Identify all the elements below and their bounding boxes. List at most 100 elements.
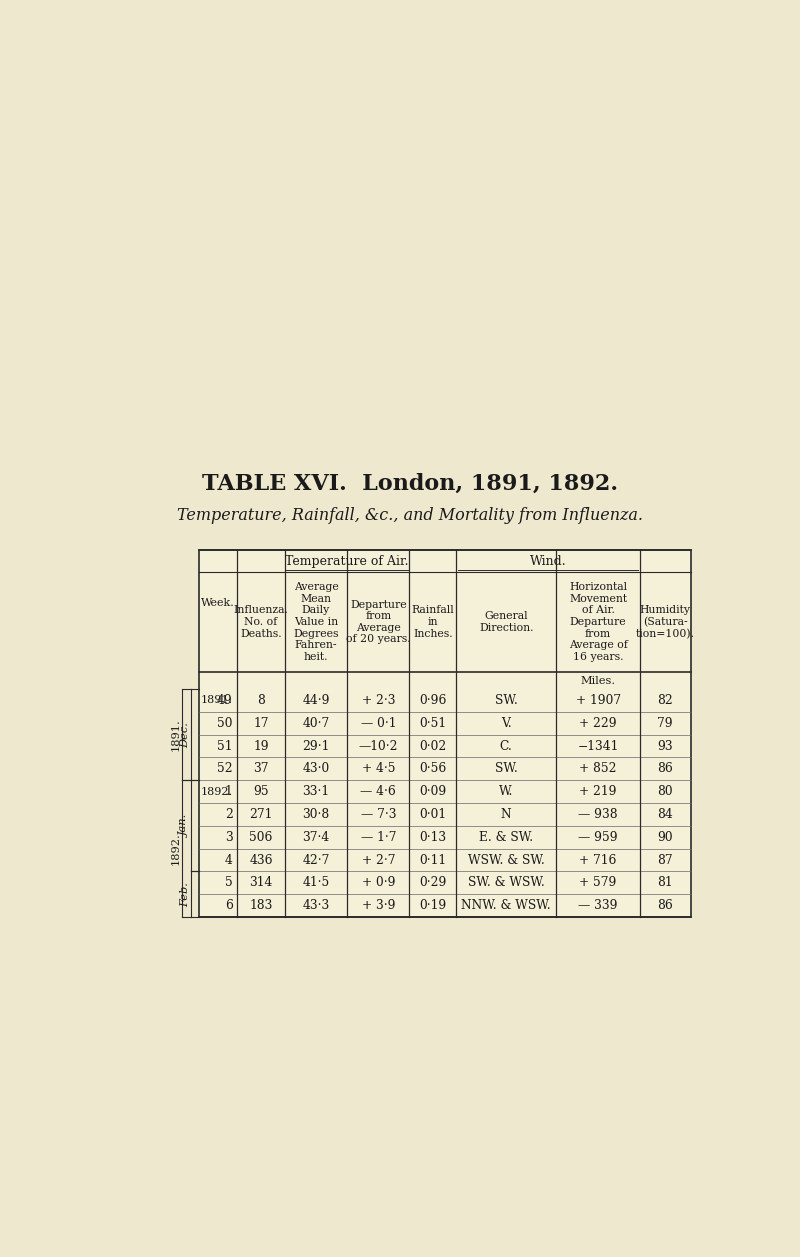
Text: + 229: + 229 — [579, 716, 617, 730]
Text: General
Direction.: General Direction. — [479, 611, 534, 632]
Text: TABLE XVI.  London, 1891, 1892.: TABLE XVI. London, 1891, 1892. — [202, 473, 618, 495]
Text: Jan.: Jan. — [180, 815, 190, 837]
Text: 1891.: 1891. — [171, 718, 181, 750]
Text: — 7·3: — 7·3 — [361, 808, 396, 821]
Text: 41·5: 41·5 — [302, 876, 330, 889]
Text: 43·3: 43·3 — [302, 899, 330, 913]
Bar — [199, 551, 690, 918]
Text: 183: 183 — [250, 899, 273, 913]
Text: Rainfall
in
Inches.: Rainfall in Inches. — [411, 606, 454, 639]
Text: Week.: Week. — [202, 598, 235, 608]
Text: 0·13: 0·13 — [419, 831, 446, 843]
Text: + 4·5: + 4·5 — [362, 762, 395, 776]
Text: —10·2: —10·2 — [358, 739, 398, 753]
Text: 436: 436 — [250, 854, 273, 866]
Text: + 2·3: + 2·3 — [362, 694, 395, 706]
Text: 95: 95 — [254, 786, 269, 798]
Text: 5: 5 — [225, 876, 233, 889]
Text: Average
Mean
Daily
Value in
Degrees
Fahren-
heit.: Average Mean Daily Value in Degrees Fahr… — [294, 582, 338, 662]
Text: 50: 50 — [217, 716, 233, 730]
Text: 37: 37 — [254, 762, 269, 776]
Text: 30·8: 30·8 — [302, 808, 330, 821]
Text: 42·7: 42·7 — [302, 854, 330, 866]
Text: 81: 81 — [658, 876, 673, 889]
Text: 87: 87 — [658, 854, 673, 866]
Text: 1891.: 1891. — [201, 695, 233, 705]
Text: 52: 52 — [217, 762, 233, 776]
Text: 84: 84 — [658, 808, 673, 821]
Text: + 852: + 852 — [579, 762, 617, 776]
Text: 86: 86 — [658, 899, 673, 913]
Text: 40·7: 40·7 — [302, 716, 330, 730]
Text: C.: C. — [500, 739, 513, 753]
Text: 1: 1 — [225, 786, 233, 798]
Text: 19: 19 — [254, 739, 269, 753]
Text: 0·29: 0·29 — [419, 876, 446, 889]
Text: 49: 49 — [217, 694, 233, 706]
Text: SW.: SW. — [494, 694, 518, 706]
Text: 79: 79 — [658, 716, 673, 730]
Text: WSW. & SW.: WSW. & SW. — [468, 854, 545, 866]
Text: SW.: SW. — [494, 762, 518, 776]
Text: 0·51: 0·51 — [419, 716, 446, 730]
Text: 80: 80 — [658, 786, 673, 798]
Text: + 219: + 219 — [579, 786, 617, 798]
Text: N: N — [501, 808, 511, 821]
Text: — 959: — 959 — [578, 831, 618, 843]
Text: 0·96: 0·96 — [419, 694, 446, 706]
Text: + 716: + 716 — [579, 854, 617, 866]
Text: Miles.: Miles. — [581, 675, 616, 685]
Text: 29·1: 29·1 — [302, 739, 330, 753]
Text: 1892.: 1892. — [171, 832, 181, 865]
Text: 506: 506 — [250, 831, 273, 843]
Text: — 1·7: — 1·7 — [361, 831, 396, 843]
Text: W.: W. — [499, 786, 514, 798]
Text: 0·19: 0·19 — [419, 899, 446, 913]
Text: Temperature, Rainfall, &c., and Mortality from Influenza.: Temperature, Rainfall, &c., and Mortalit… — [177, 508, 643, 524]
Text: Feb.: Feb. — [180, 881, 190, 906]
Text: + 0·9: + 0·9 — [362, 876, 395, 889]
Text: 37·4: 37·4 — [302, 831, 330, 843]
Text: Humidity
(Satura-
tion=100).: Humidity (Satura- tion=100). — [636, 605, 694, 639]
Text: 271: 271 — [250, 808, 273, 821]
Text: Influenza.
No. of
Deaths.: Influenza. No. of Deaths. — [234, 606, 289, 639]
Text: + 3·9: + 3·9 — [362, 899, 395, 913]
Text: 4: 4 — [225, 854, 233, 866]
Text: 0·11: 0·11 — [419, 854, 446, 866]
Text: Departure
from
Average
of 20 years.: Departure from Average of 20 years. — [346, 600, 410, 645]
Text: 90: 90 — [658, 831, 673, 843]
Text: — 4·6: — 4·6 — [361, 786, 396, 798]
Text: Horizontal
Movement
of Air.
Departure
from
Average of
16 years.: Horizontal Movement of Air. Departure fr… — [569, 582, 627, 662]
Text: — 0·1: — 0·1 — [361, 716, 396, 730]
Text: — 339: — 339 — [578, 899, 618, 913]
Text: Dec.: Dec. — [180, 722, 190, 748]
Text: V.: V. — [501, 716, 511, 730]
Text: + 2·7: + 2·7 — [362, 854, 395, 866]
Text: NNW. & WSW.: NNW. & WSW. — [462, 899, 551, 913]
Text: 1892.: 1892. — [201, 787, 233, 797]
Text: 43·0: 43·0 — [302, 762, 330, 776]
Text: + 579: + 579 — [579, 876, 617, 889]
Text: 0·09: 0·09 — [419, 786, 446, 798]
Text: — 938: — 938 — [578, 808, 618, 821]
Text: 17: 17 — [254, 716, 269, 730]
Text: + 1907: + 1907 — [575, 694, 621, 706]
Text: 51: 51 — [217, 739, 233, 753]
Text: 3: 3 — [225, 831, 233, 843]
Text: 0·56: 0·56 — [419, 762, 446, 776]
Text: 0·02: 0·02 — [419, 739, 446, 753]
Text: 0·01: 0·01 — [419, 808, 446, 821]
Text: Wind.: Wind. — [530, 554, 566, 568]
Text: SW. & WSW.: SW. & WSW. — [468, 876, 545, 889]
Text: 86: 86 — [658, 762, 673, 776]
Text: 2: 2 — [225, 808, 233, 821]
Text: E. & SW.: E. & SW. — [479, 831, 534, 843]
Text: 82: 82 — [658, 694, 673, 706]
Text: 33·1: 33·1 — [302, 786, 330, 798]
Text: 314: 314 — [250, 876, 273, 889]
Text: 44·9: 44·9 — [302, 694, 330, 706]
Text: 8: 8 — [257, 694, 265, 706]
Text: Temperature of Air.: Temperature of Air. — [286, 554, 409, 568]
Text: −1341: −1341 — [578, 739, 618, 753]
Text: 6: 6 — [225, 899, 233, 913]
